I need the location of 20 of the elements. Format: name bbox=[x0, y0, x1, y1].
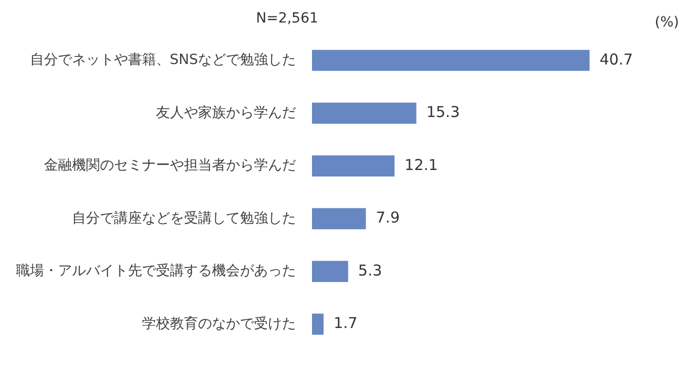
y-tick-label: 友人や家族から学んだ bbox=[156, 104, 296, 121]
bar bbox=[312, 208, 366, 230]
bar bbox=[312, 260, 348, 282]
bar bbox=[312, 102, 416, 124]
data-label: 1.7 bbox=[334, 314, 358, 332]
text: (%) bbox=[654, 14, 679, 31]
bar bbox=[312, 314, 324, 335]
data-label: 12.1 bbox=[404, 156, 438, 174]
data-label: 7.9 bbox=[376, 208, 400, 227]
y-tick-label: 自分で講座などを受講して勉強した bbox=[72, 210, 296, 226]
bar bbox=[312, 50, 590, 71]
y-tick-label: 金融機関のセミナーや担当者から学んだ bbox=[44, 158, 296, 174]
y-tick-label: 職場・アルバイト先で受講する機会があった bbox=[16, 263, 296, 280]
data-label: 5.3 bbox=[358, 261, 382, 280]
data-label: 40.7 bbox=[600, 50, 633, 68]
data-label: 15.3 bbox=[426, 103, 460, 122]
text: N=2,561 bbox=[256, 10, 318, 27]
y-tick-label: 自分でネットや書籍、SNSなどで勉強した bbox=[30, 52, 296, 68]
bar bbox=[312, 155, 395, 176]
y-tick-label: 学校教育のなかで受けた bbox=[142, 314, 296, 332]
